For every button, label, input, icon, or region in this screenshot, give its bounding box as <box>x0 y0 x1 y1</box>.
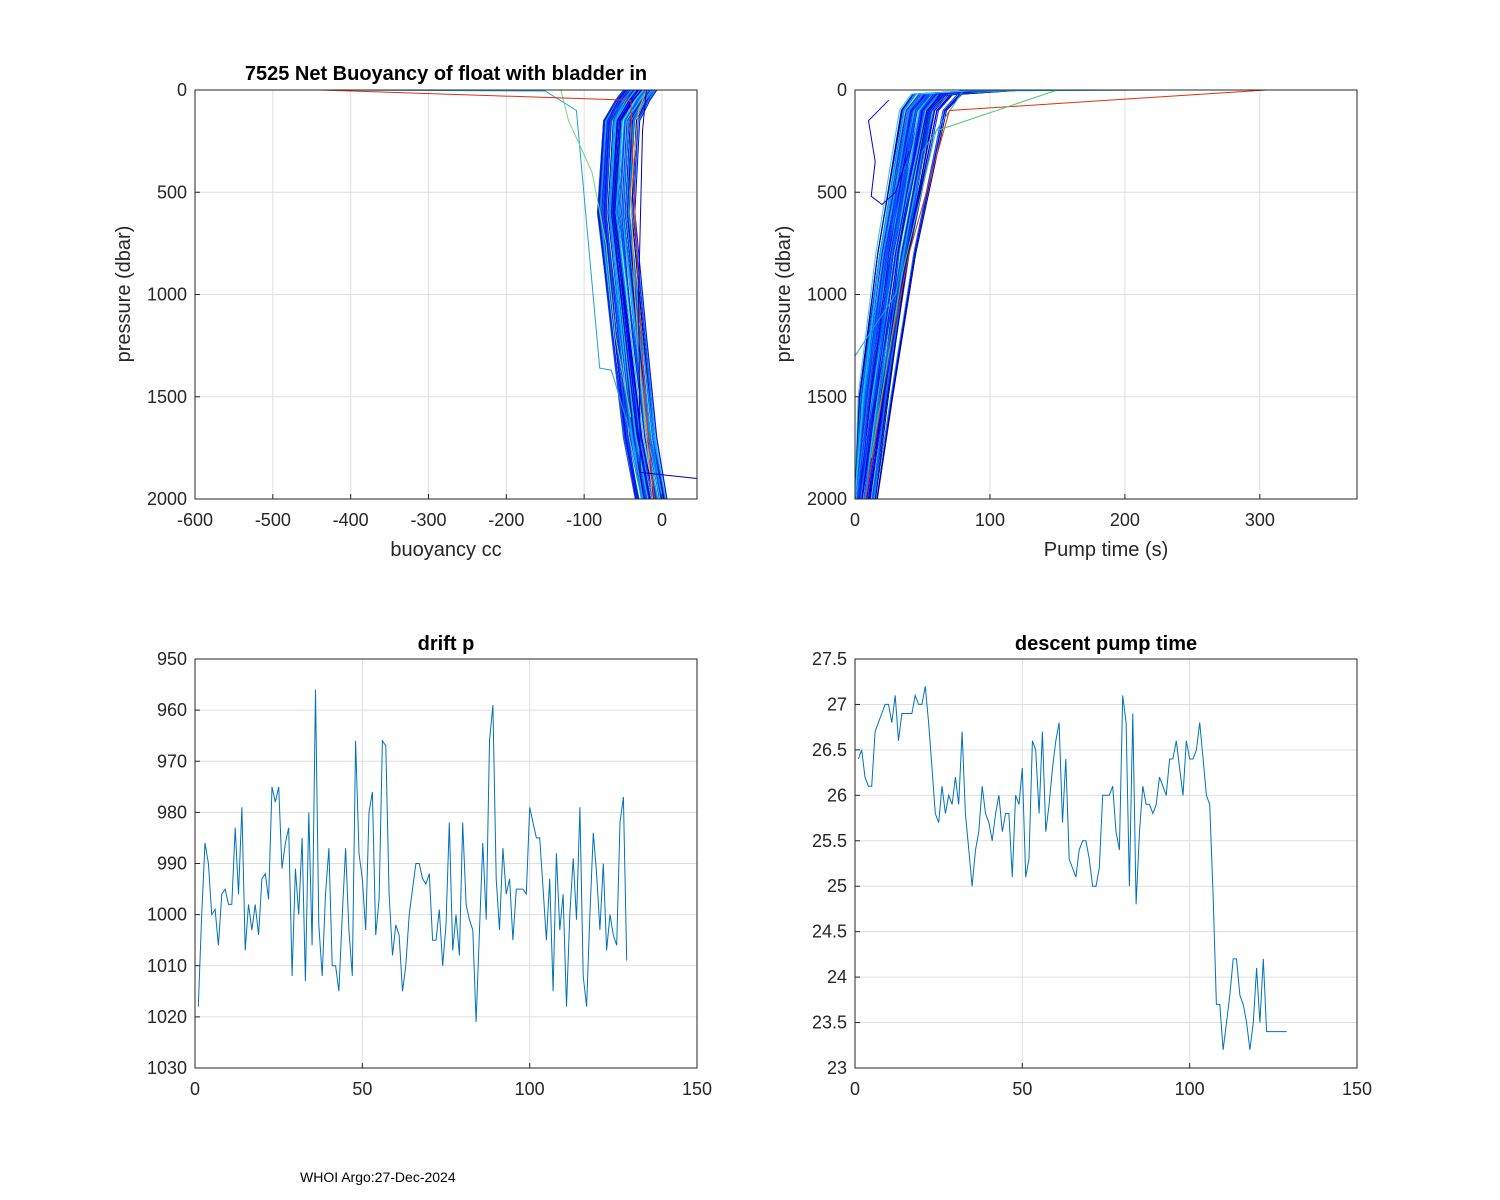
buoyancy-profiles <box>249 90 697 499</box>
buoyancy-ytick-label: 0 <box>177 80 187 100</box>
descentpump-ytick-label: 24 <box>827 967 847 987</box>
driftp-ytick-label: 1030 <box>147 1058 187 1078</box>
buoyancy-xtick-label: -400 <box>333 510 369 530</box>
driftp-ytick-label: 1000 <box>147 905 187 925</box>
descentpump-axes-box <box>854 658 1358 1069</box>
buoyancy-profile-line <box>630 90 654 499</box>
pumptime-ytick-label: 500 <box>817 182 847 202</box>
descentpump-plot-area <box>855 659 1357 1068</box>
descentpump-title: descent pump time <box>1015 633 1197 655</box>
pumptime-xtick-label: 200 <box>1110 510 1140 530</box>
pumptime-xtick-label: 300 <box>1245 510 1275 530</box>
descentpump-ytick-label: 25 <box>827 876 847 896</box>
buoyancy-ytick-label: 1000 <box>147 285 187 305</box>
pumptime-profile-line <box>855 90 986 499</box>
pumptime-ytick-label: 1000 <box>807 285 847 305</box>
buoyancy-profile-line <box>638 90 697 479</box>
driftp-ytick-label: 980 <box>157 802 187 822</box>
buoyancy-xtick-label: -600 <box>177 510 213 530</box>
buoyancy-ytick-label: 500 <box>157 182 187 202</box>
pumptime-ytick-label: 0 <box>837 80 847 100</box>
pumptime-ylabel: pressure (dbar) <box>773 226 795 363</box>
footer-text: WHOI Argo:27-Dec-2024 <box>300 1169 456 1185</box>
pumptime-panel: 0 100 200 300 0 500 1000 1500 2000 Pump time (s)… <box>773 80 1358 561</box>
driftp-xtick-label: 100 <box>515 1079 545 1099</box>
descentpump-ytick-label: 23 <box>827 1058 847 1078</box>
driftp-ytick-label: 990 <box>157 854 187 874</box>
driftp-xtick-label: 50 <box>352 1079 372 1099</box>
descentpump-ytick-label: 26 <box>827 785 847 805</box>
descentpump-ytick-label: 24.5 <box>812 922 847 942</box>
driftp-ytick-label: 1020 <box>147 1007 187 1027</box>
pumptime-ytick-label: 2000 <box>807 489 847 509</box>
buoyancy-profile-line <box>249 90 655 499</box>
buoyancy-xtick-label: -200 <box>488 510 524 530</box>
pumptime-xtick-label: 0 <box>850 510 860 530</box>
pumptime-profile-line <box>858 90 990 499</box>
driftp-xtick-label: 0 <box>190 1079 200 1099</box>
driftp-xtick-label: 150 <box>682 1079 712 1099</box>
pumptime-xlabel: Pump time (s) <box>1044 539 1168 561</box>
buoyancy-profile-line <box>319 90 643 499</box>
pumptime-profile-line <box>855 90 1166 357</box>
buoyancy-title: 7525 Net Buoyancy of float with bladder … <box>245 63 647 85</box>
driftp-panel: 0 50 100 150 950 960 970 980 990 1000 1010 1020 1030… <box>147 633 712 1099</box>
pumptime-profile-line <box>870 90 1058 459</box>
pumptime-xtick-label: 100 <box>975 510 1005 530</box>
descentpump-xtick-label: 0 <box>850 1079 860 1099</box>
pumptime-lines-group <box>855 90 1357 499</box>
descentpump-xtick-label: 150 <box>1342 1079 1372 1099</box>
buoyancy-ticks: -600 -500 -400 -300 -200 -100 0 0 500 1000 1500 200… <box>147 80 667 530</box>
descentpump-ytick-label: 23.5 <box>812 1013 847 1033</box>
descentpump-series <box>857 686 1287 1050</box>
driftp-ytick-label: 950 <box>157 649 187 669</box>
descentpump-ticks: 0 50 100 150 23 23.5 24 24.5 25 25.5 26 26.5 27 27.5 <box>812 649 1372 1099</box>
driftp-ticks: 0 50 100 150 950 960 970 980 990 1000 1010 1020 1030 <box>147 649 712 1099</box>
descentpump-ytick-label: 25.5 <box>812 831 847 851</box>
buoyancy-lines-group <box>249 90 697 499</box>
descentpump-lines-group <box>857 686 1287 1050</box>
buoyancy-xtick-label: -500 <box>255 510 291 530</box>
pumptime-ytick-label: 1500 <box>807 387 847 407</box>
buoyancy-ytick-label: 1500 <box>147 387 187 407</box>
descentpump-ytick-label: 27.5 <box>812 649 847 669</box>
driftp-lines-group <box>197 689 628 1023</box>
driftp-ytick-label: 970 <box>157 751 187 771</box>
descentpump-panel: 0 50 100 1502323.52424.52525.52626.52727.5 … <box>812 633 1372 1099</box>
descentpump-ytick-label: 26.5 <box>812 740 847 760</box>
buoyancy-xtick-label: -300 <box>410 510 446 530</box>
buoyancy-ylabel: pressure (dbar) <box>113 226 135 363</box>
driftp-ytick-label: 960 <box>157 700 187 720</box>
pumptime-profiles <box>855 90 1357 499</box>
driftp-line <box>197 689 628 1023</box>
buoyancy-xtick-label: 0 <box>657 510 667 530</box>
pumptime-profile-line <box>861 90 1004 499</box>
driftp-series <box>197 689 628 1023</box>
descentpump-xtick-label: 100 <box>1175 1079 1205 1099</box>
pumptime-profile-line <box>867 99 910 206</box>
pumptime-ticks: 0 100 200 300 0 500 1000 1500 2000 <box>807 80 1275 530</box>
buoyancy-panel: -600 -500 -400 -300 -200 -100 0 0 500 1000 1500 200… <box>113 63 698 561</box>
buoyancy-xlabel: buoyancy cc <box>390 539 501 561</box>
buoyancy-xtick-label: -100 <box>566 510 602 530</box>
descentpump-xtick-label: 50 <box>1012 1079 1032 1099</box>
buoyancy-profile-line <box>560 90 632 418</box>
driftp-ytick-label: 1010 <box>147 956 187 976</box>
descentpump-ytick-label: 27 <box>827 694 847 714</box>
descentpump-line <box>857 686 1287 1050</box>
driftp-title: drift p <box>418 633 475 655</box>
buoyancy-ytick-label: 2000 <box>147 489 187 509</box>
